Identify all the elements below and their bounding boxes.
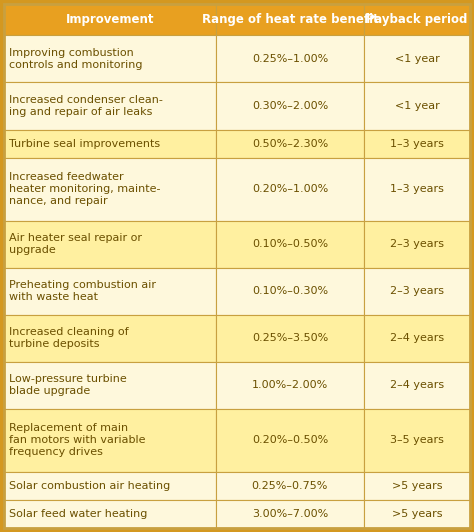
Bar <box>364 362 470 409</box>
Text: 1–3 years: 1–3 years <box>390 139 444 148</box>
Text: 2–3 years: 2–3 years <box>390 286 444 296</box>
Bar <box>4 268 216 314</box>
Bar <box>4 129 216 158</box>
Text: <1 year: <1 year <box>394 54 439 64</box>
Text: 0.25%–0.75%: 0.25%–0.75% <box>252 480 328 491</box>
Bar <box>364 129 470 158</box>
Bar <box>4 158 216 220</box>
Text: 1–3 years: 1–3 years <box>390 184 444 194</box>
Text: 2–4 years: 2–4 years <box>390 380 444 390</box>
Text: 1.00%–2.00%: 1.00%–2.00% <box>252 380 328 390</box>
Bar <box>364 158 470 220</box>
Text: 0.25%–3.50%: 0.25%–3.50% <box>252 333 328 343</box>
Bar <box>364 35 470 82</box>
Text: Increased feedwater
heater monitoring, mainte-
nance, and repair: Increased feedwater heater monitoring, m… <box>9 172 161 206</box>
Text: Improvement: Improvement <box>66 13 154 26</box>
Bar <box>364 4 470 35</box>
Bar <box>216 500 364 528</box>
Text: 0.30%–2.00%: 0.30%–2.00% <box>252 101 328 111</box>
Text: >5 years: >5 years <box>392 480 442 491</box>
Text: 2–4 years: 2–4 years <box>390 333 444 343</box>
Bar <box>4 362 216 409</box>
Text: 0.20%–1.00%: 0.20%–1.00% <box>252 184 328 194</box>
Text: 0.10%–0.50%: 0.10%–0.50% <box>252 239 328 249</box>
Text: 0.25%–1.00%: 0.25%–1.00% <box>252 54 328 64</box>
Bar <box>216 129 364 158</box>
Text: Low-pressure turbine
blade upgrade: Low-pressure turbine blade upgrade <box>9 374 127 396</box>
Text: Range of heat rate benefit: Range of heat rate benefit <box>201 13 378 26</box>
Bar <box>216 268 364 314</box>
Text: Improving combustion
controls and monitoring: Improving combustion controls and monito… <box>9 48 143 70</box>
Bar <box>216 4 364 35</box>
Bar <box>4 471 216 500</box>
Text: Replacement of main
fan motors with variable
frequency drives: Replacement of main fan motors with vari… <box>9 423 146 457</box>
Bar <box>364 314 470 362</box>
Text: Solar feed water heating: Solar feed water heating <box>9 509 147 519</box>
Text: 0.20%–0.50%: 0.20%–0.50% <box>252 435 328 445</box>
Bar <box>216 314 364 362</box>
Text: Increased cleaning of
turbine deposits: Increased cleaning of turbine deposits <box>9 327 128 349</box>
Text: 3–5 years: 3–5 years <box>390 435 444 445</box>
Text: Turbine seal improvements: Turbine seal improvements <box>9 139 160 148</box>
Bar <box>216 409 364 471</box>
Bar <box>364 409 470 471</box>
Text: <1 year: <1 year <box>394 101 439 111</box>
Bar <box>216 158 364 220</box>
Bar <box>364 82 470 129</box>
Text: 3.00%–7.00%: 3.00%–7.00% <box>252 509 328 519</box>
Bar <box>364 220 470 268</box>
Bar <box>364 471 470 500</box>
Bar <box>4 35 216 82</box>
Bar <box>4 409 216 471</box>
Bar <box>4 82 216 129</box>
Text: Air heater seal repair or
upgrade: Air heater seal repair or upgrade <box>9 233 142 255</box>
Text: 0.50%–2.30%: 0.50%–2.30% <box>252 139 328 148</box>
Bar <box>216 220 364 268</box>
Text: 2–3 years: 2–3 years <box>390 239 444 249</box>
Bar <box>4 4 216 35</box>
Bar <box>216 471 364 500</box>
Text: 0.10%–0.30%: 0.10%–0.30% <box>252 286 328 296</box>
Bar <box>216 362 364 409</box>
Bar <box>4 314 216 362</box>
Text: Increased condenser clean-
ing and repair of air leaks: Increased condenser clean- ing and repai… <box>9 95 163 117</box>
Text: Solar combustion air heating: Solar combustion air heating <box>9 480 170 491</box>
Bar <box>4 500 216 528</box>
Text: >5 years: >5 years <box>392 509 442 519</box>
Bar <box>364 500 470 528</box>
Bar <box>4 220 216 268</box>
Bar <box>216 82 364 129</box>
Bar <box>364 268 470 314</box>
Text: Payback period: Payback period <box>366 13 467 26</box>
Bar <box>216 35 364 82</box>
Text: Preheating combustion air
with waste heat: Preheating combustion air with waste hea… <box>9 280 156 302</box>
